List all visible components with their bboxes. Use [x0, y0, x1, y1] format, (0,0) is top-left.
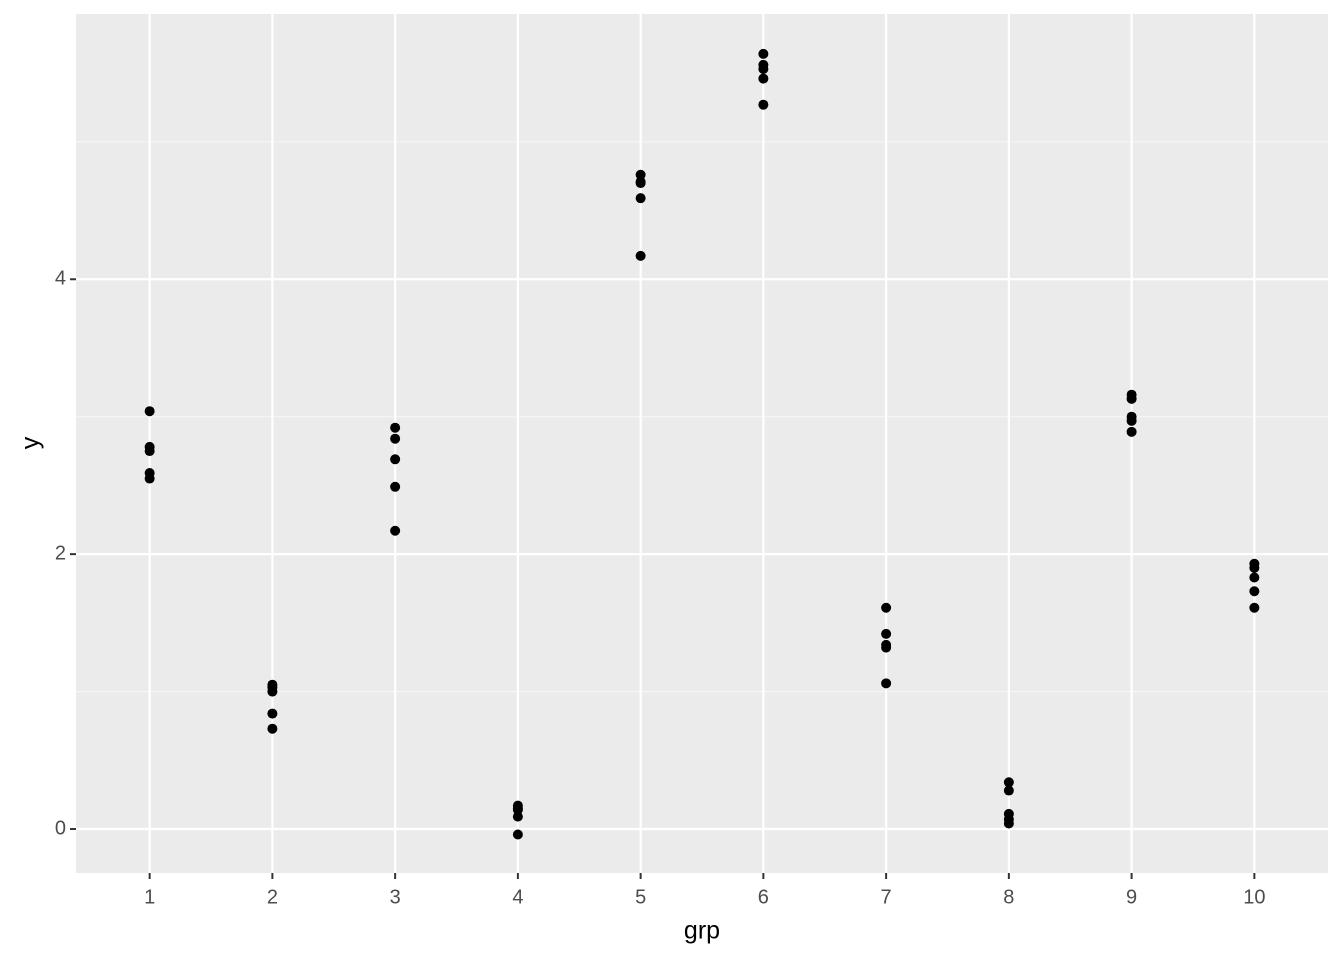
- y-tick-label: 0: [55, 817, 66, 839]
- point: [512, 811, 523, 822]
- point: [758, 99, 769, 110]
- point: [1249, 586, 1260, 597]
- x-axis-title: grp: [684, 917, 720, 945]
- point: [1003, 785, 1014, 796]
- point: [635, 193, 646, 204]
- y-tick-label: 4: [55, 268, 66, 290]
- x-tick-label: 1: [144, 886, 155, 908]
- point: [881, 678, 892, 689]
- point: [1249, 572, 1260, 583]
- x-tick-label: 7: [881, 886, 892, 908]
- point: [144, 406, 155, 417]
- point: [635, 178, 646, 189]
- point: [512, 829, 523, 840]
- point: [1126, 393, 1137, 404]
- y-tick-label: 2: [55, 542, 66, 564]
- point: [390, 454, 401, 465]
- x-tick-label: 8: [1003, 886, 1014, 908]
- panel: [76, 14, 1328, 873]
- point: [390, 422, 401, 433]
- point: [1003, 777, 1014, 788]
- point: [1249, 562, 1260, 573]
- point: [390, 481, 401, 492]
- point: [881, 628, 892, 639]
- x-tick-label: 2: [267, 886, 278, 908]
- y-axis-title: y: [17, 436, 45, 449]
- point: [390, 525, 401, 536]
- point: [267, 686, 278, 697]
- point: [1126, 415, 1137, 426]
- x-tick-label: 5: [635, 886, 646, 908]
- point: [144, 473, 155, 484]
- point: [881, 602, 892, 613]
- point: [512, 804, 523, 815]
- point: [267, 723, 278, 734]
- point: [1126, 426, 1137, 437]
- x-tick-label: 9: [1126, 886, 1137, 908]
- point: [390, 433, 401, 444]
- point: [758, 63, 769, 74]
- point: [758, 73, 769, 84]
- x-tick-label: 6: [758, 886, 769, 908]
- x-tick-label: 3: [390, 886, 401, 908]
- x-tick-label: 4: [512, 886, 523, 908]
- point: [1003, 818, 1014, 829]
- point: [635, 169, 646, 180]
- point: [267, 708, 278, 719]
- point: [635, 250, 646, 261]
- point: [881, 642, 892, 653]
- point: [758, 48, 769, 59]
- point: [1249, 602, 1260, 613]
- point: [144, 446, 155, 457]
- x-tick-label: 10: [1243, 886, 1265, 908]
